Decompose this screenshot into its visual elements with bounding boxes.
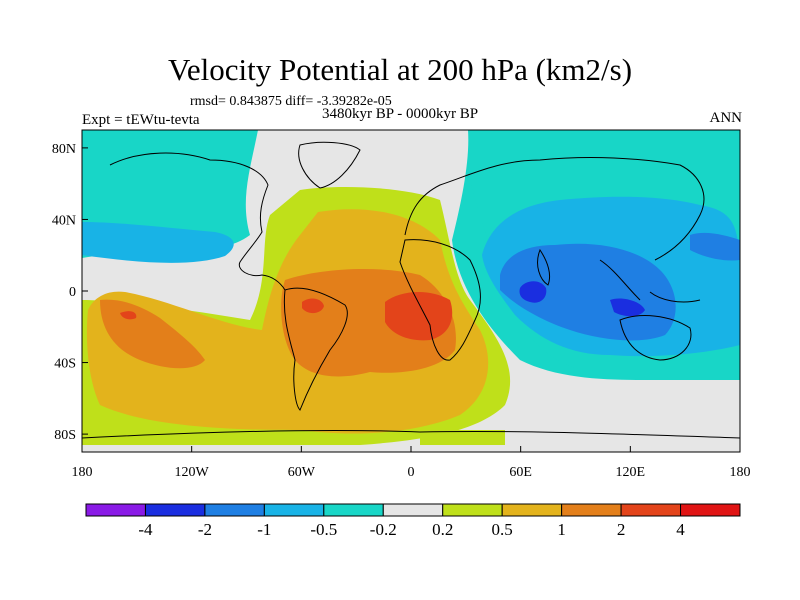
field-negative-2 [519, 281, 645, 317]
colorbar-swatch [263, 503, 325, 517]
colorbar-label: -0.2 [370, 520, 397, 539]
x-tick-label: 60E [509, 465, 532, 480]
coast-india [537, 248, 551, 286]
colorbar-label: -4 [138, 520, 153, 539]
colorbar-label: 0.2 [432, 520, 453, 539]
colorbar-swatch [204, 503, 265, 517]
colorbar-labels: -4 -2 -1 -0.5 -0.2 0.2 0.5 1 2 4 [138, 520, 685, 539]
x-tick-labels: 180 120W 60W 0 60E 120E 180 [72, 465, 751, 480]
y-tick-label: 40N [52, 213, 76, 228]
field-positive-2 [120, 291, 453, 341]
colorbar-label: -2 [198, 520, 212, 539]
coast-australia [619, 315, 692, 361]
colorbar-swatch [85, 503, 146, 517]
coast-north-america [109, 152, 286, 291]
x-tick-label: 120E [616, 465, 646, 480]
x-tick-label: 60W [288, 465, 316, 480]
field-near-zero-pacific [82, 258, 262, 320]
colorbar-swatch [561, 503, 622, 517]
y-tick-label: 80S [54, 428, 76, 443]
coast-southeast-asia [599, 259, 701, 303]
plot-title: Velocity Potential at 200 hPa (km2/s) [167, 52, 633, 87]
coast-europe-asia [404, 157, 705, 261]
colorbar-label: 4 [676, 520, 685, 539]
x-tick-label: 180 [730, 465, 751, 480]
x-tick-label: 0 [408, 465, 415, 480]
colorbar-label: 0.5 [492, 520, 513, 539]
experiment-label: Expt = tEWtu-tevta [82, 112, 200, 128]
colorbar-label: 1 [557, 520, 566, 539]
y-tick-label: 80N [52, 142, 76, 157]
colorbar-label: 2 [617, 520, 626, 539]
colorbar-swatch [382, 503, 444, 517]
y-tick-label: 0 [69, 285, 76, 300]
colorbar-label: -1 [257, 520, 271, 539]
x-tick-label: 180 [72, 465, 93, 480]
colorbar-swatch [442, 503, 503, 517]
coastlines [82, 141, 740, 439]
coast-antarctica [82, 429, 740, 439]
stats-text: rmsd= 0.843875 diff= -3.39282e-05 [190, 94, 392, 109]
period-label: 3480kyr BP - 0000kyr BP [322, 106, 479, 122]
y-tick-labels: 80N 40N 0 40S 80S [52, 142, 76, 443]
colorbar-swatch [680, 503, 741, 517]
colorbar [85, 503, 741, 517]
coast-south-america [283, 287, 348, 411]
field-negative-1 [500, 232, 740, 341]
colorbar-swatch [501, 503, 563, 517]
season-label: ANN [709, 110, 743, 126]
colorbar-label: -0.5 [310, 520, 337, 539]
tick-marks [81, 147, 741, 452]
colorbar-swatch [323, 503, 384, 517]
map-field [82, 130, 740, 452]
coast-africa [399, 239, 481, 361]
y-tick-label: 40S [54, 357, 76, 372]
colorbar-swatch [144, 503, 206, 517]
coast-greenland [298, 141, 361, 189]
colorbar-swatch [620, 503, 682, 517]
x-tick-label: 120W [175, 465, 210, 480]
field-positive-1 [100, 268, 456, 377]
